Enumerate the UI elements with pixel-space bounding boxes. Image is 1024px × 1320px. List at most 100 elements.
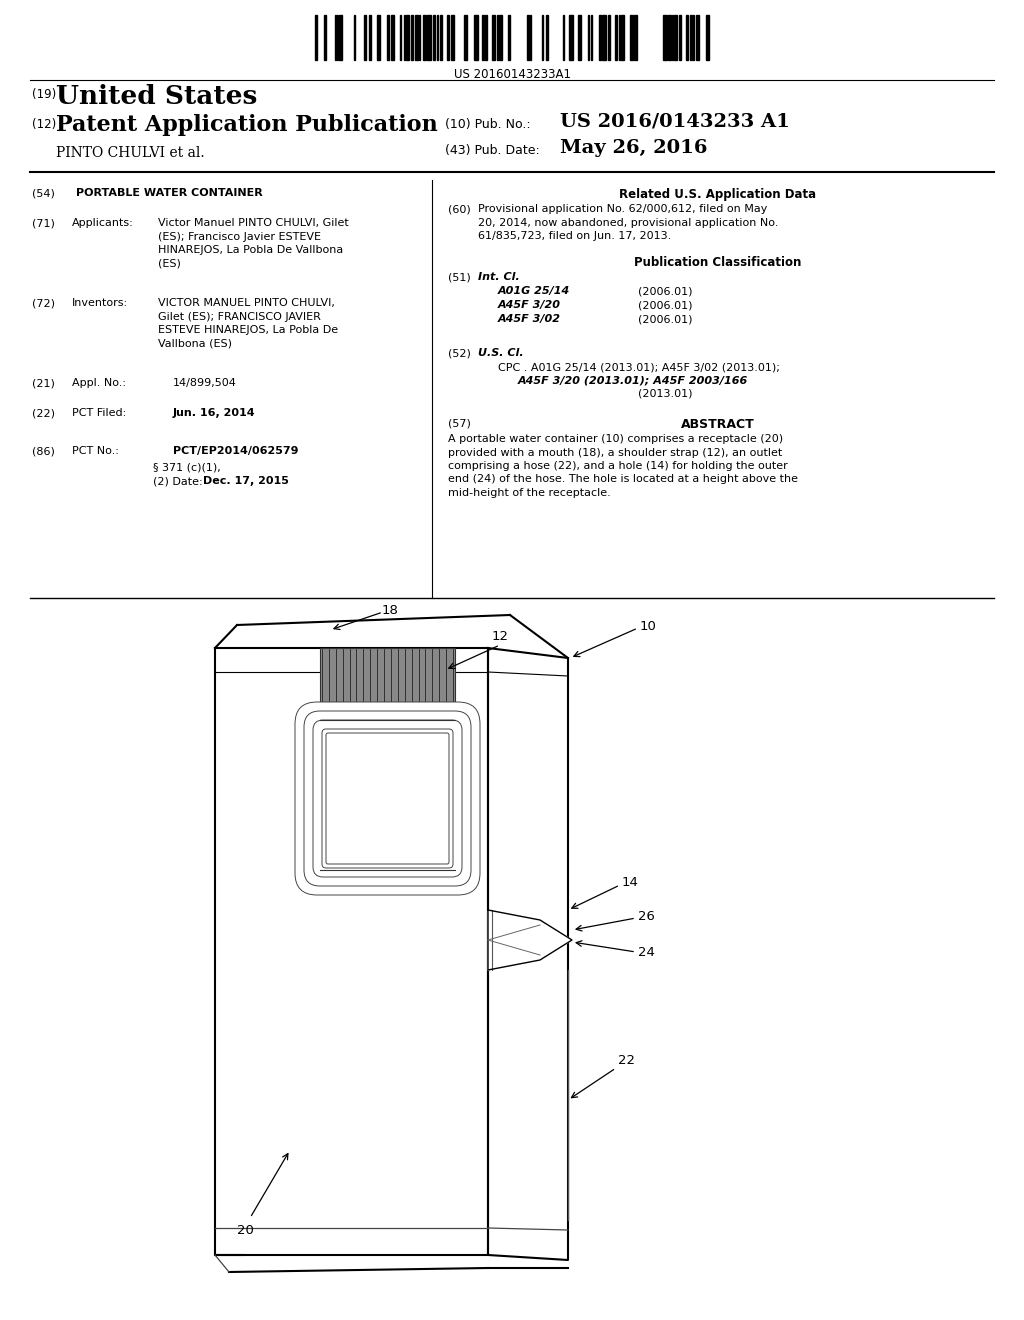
Text: VICTOR MANUEL PINTO CHULVI,: VICTOR MANUEL PINTO CHULVI, bbox=[158, 298, 335, 308]
Text: A portable water container (10) comprises a receptacle (20): A portable water container (10) comprise… bbox=[449, 434, 783, 444]
Bar bbox=[369, 15, 371, 59]
Bar bbox=[337, 15, 338, 59]
Text: 22: 22 bbox=[618, 1053, 635, 1067]
Bar bbox=[546, 15, 548, 59]
Text: (10) Pub. No.:: (10) Pub. No.: bbox=[445, 117, 530, 131]
Bar bbox=[415, 15, 418, 59]
Bar bbox=[634, 15, 637, 59]
Bar bbox=[319, 648, 455, 719]
Text: (12): (12) bbox=[32, 117, 56, 131]
Text: A45F 3/02: A45F 3/02 bbox=[498, 314, 561, 323]
Text: 26: 26 bbox=[638, 909, 655, 923]
Text: Appl. No.:: Appl. No.: bbox=[72, 378, 126, 388]
Bar bbox=[447, 15, 449, 59]
Text: (43) Pub. Date:: (43) Pub. Date: bbox=[445, 144, 540, 157]
Text: 20: 20 bbox=[237, 1224, 253, 1237]
Text: (ES): (ES) bbox=[158, 259, 181, 268]
Bar bbox=[440, 15, 441, 59]
Bar bbox=[615, 15, 616, 59]
Text: CPC . A01G 25/14 (2013.01); A45F 3/02 (2013.01);: CPC . A01G 25/14 (2013.01); A45F 3/02 (2… bbox=[498, 362, 780, 372]
Bar bbox=[386, 15, 388, 59]
Text: mid-height of the receptacle.: mid-height of the receptacle. bbox=[449, 488, 610, 498]
Text: Related U.S. Application Data: Related U.S. Application Data bbox=[620, 187, 816, 201]
Text: 18: 18 bbox=[382, 603, 398, 616]
Text: May 26, 2016: May 26, 2016 bbox=[560, 139, 708, 157]
Bar bbox=[411, 15, 413, 59]
Text: Patent Application Publication: Patent Application Publication bbox=[56, 114, 437, 136]
Text: Applicants:: Applicants: bbox=[72, 218, 134, 228]
Text: PINTO CHULVI et al.: PINTO CHULVI et al. bbox=[56, 147, 205, 160]
Text: (22): (22) bbox=[32, 408, 55, 418]
Bar bbox=[406, 15, 409, 59]
Text: (2006.01): (2006.01) bbox=[638, 300, 692, 310]
Bar bbox=[689, 15, 691, 59]
Text: (71): (71) bbox=[32, 218, 55, 228]
Bar bbox=[679, 15, 681, 59]
Bar bbox=[464, 15, 467, 59]
Text: (54): (54) bbox=[32, 187, 55, 198]
Text: (72): (72) bbox=[32, 298, 55, 308]
Bar bbox=[578, 15, 581, 59]
Bar bbox=[484, 15, 487, 59]
Text: US 20160143233A1: US 20160143233A1 bbox=[454, 69, 570, 81]
Bar bbox=[598, 15, 600, 59]
Bar bbox=[324, 15, 326, 59]
Bar bbox=[569, 15, 572, 59]
Text: 14: 14 bbox=[622, 875, 639, 888]
Text: 10: 10 bbox=[640, 619, 656, 632]
Bar bbox=[492, 15, 495, 59]
Bar bbox=[499, 15, 502, 59]
Text: Victor Manuel PINTO CHULVI, Gilet: Victor Manuel PINTO CHULVI, Gilet bbox=[158, 218, 349, 228]
Text: comprising a hose (22), and a hole (14) for holding the outer: comprising a hose (22), and a hole (14) … bbox=[449, 461, 787, 471]
Text: PCT Filed:: PCT Filed: bbox=[72, 408, 126, 418]
Polygon shape bbox=[488, 909, 572, 970]
Text: (86): (86) bbox=[32, 446, 55, 455]
Text: PCT/EP2014/062579: PCT/EP2014/062579 bbox=[173, 446, 299, 455]
Bar bbox=[674, 15, 677, 59]
Text: A45F 3/20 (2013.01); A45F 2003/166: A45F 3/20 (2013.01); A45F 2003/166 bbox=[518, 375, 749, 385]
Text: 14/899,504: 14/899,504 bbox=[173, 378, 237, 388]
Text: A01G 25/14: A01G 25/14 bbox=[498, 286, 570, 296]
Bar bbox=[621, 15, 624, 59]
Text: (60): (60) bbox=[449, 205, 471, 214]
Text: ESTEVE HINAREJOS, La Pobla De: ESTEVE HINAREJOS, La Pobla De bbox=[158, 325, 338, 335]
Bar bbox=[588, 15, 589, 59]
Text: ABSTRACT: ABSTRACT bbox=[681, 418, 755, 432]
Bar bbox=[591, 15, 592, 59]
Bar bbox=[668, 15, 671, 59]
Bar bbox=[315, 15, 317, 59]
Bar bbox=[399, 15, 401, 59]
Text: US 2016/0143233 A1: US 2016/0143233 A1 bbox=[560, 114, 790, 131]
FancyBboxPatch shape bbox=[322, 729, 453, 869]
Text: end (24) of the hose. The hole is located at a height above the: end (24) of the hose. The hole is locate… bbox=[449, 474, 798, 484]
Bar bbox=[377, 15, 380, 59]
Bar bbox=[451, 15, 454, 59]
Bar bbox=[433, 15, 435, 59]
Text: (2013.01): (2013.01) bbox=[638, 388, 692, 399]
Bar bbox=[508, 15, 510, 59]
Text: Gilet (ES); FRANCISCO JAVIER: Gilet (ES); FRANCISCO JAVIER bbox=[158, 312, 321, 322]
Bar bbox=[602, 15, 605, 59]
Bar bbox=[482, 15, 483, 59]
Text: A45F 3/20: A45F 3/20 bbox=[498, 300, 561, 310]
Bar bbox=[607, 15, 610, 59]
Text: Vallbona (ES): Vallbona (ES) bbox=[158, 338, 232, 348]
Text: PORTABLE WATER CONTAINER: PORTABLE WATER CONTAINER bbox=[76, 187, 263, 198]
FancyBboxPatch shape bbox=[326, 733, 449, 865]
Text: United States: United States bbox=[56, 84, 257, 110]
Bar bbox=[497, 15, 498, 59]
Bar bbox=[706, 15, 709, 59]
Text: Dec. 17, 2015: Dec. 17, 2015 bbox=[203, 477, 289, 486]
Bar bbox=[529, 15, 531, 59]
Bar bbox=[364, 15, 366, 59]
FancyBboxPatch shape bbox=[295, 702, 480, 895]
Text: (57): (57) bbox=[449, 418, 471, 428]
Text: (52): (52) bbox=[449, 348, 471, 358]
Text: (51): (51) bbox=[449, 272, 471, 282]
Text: U.S. Cl.: U.S. Cl. bbox=[478, 348, 523, 358]
Text: Jun. 16, 2014: Jun. 16, 2014 bbox=[173, 408, 256, 418]
Text: Int. Cl.: Int. Cl. bbox=[478, 272, 520, 282]
Bar bbox=[423, 15, 426, 59]
Bar bbox=[562, 15, 564, 59]
Text: (21): (21) bbox=[32, 378, 55, 388]
